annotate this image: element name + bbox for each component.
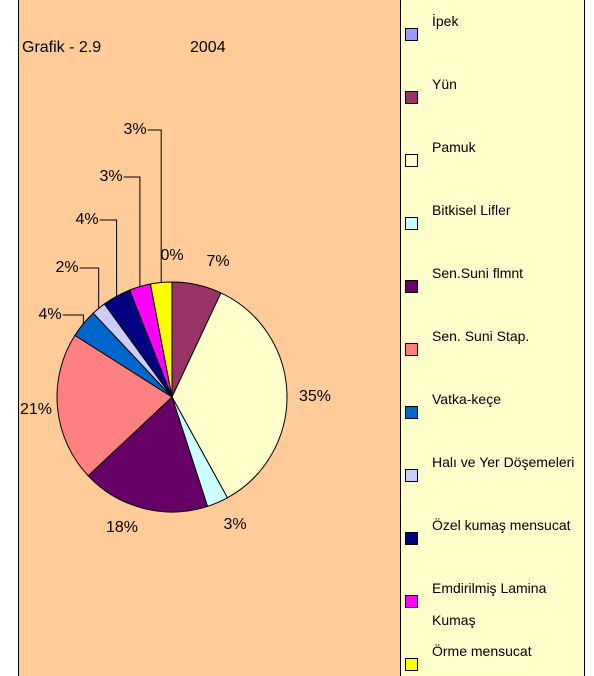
data-label: 4%: [38, 306, 61, 323]
data-label: 21%: [20, 401, 52, 418]
chart-title: Grafik - 2.9: [22, 39, 101, 56]
legend-label: Emdirilmiş Lamina Kumaş: [432, 580, 547, 628]
legend-label: Bitkisel Lifler: [432, 202, 511, 218]
legend-box: [400, 0, 585, 676]
data-label: 0%: [160, 247, 183, 264]
legend-label: Sen. Suni Stap.: [432, 328, 529, 344]
leader-line: [147, 129, 162, 283]
legend-label: İpek: [432, 12, 459, 29]
legend-marker: [405, 469, 418, 482]
legend-marker: [405, 406, 418, 419]
legend-marker: [405, 532, 418, 545]
data-label: 3%: [123, 121, 146, 138]
data-label: 4%: [75, 211, 98, 228]
data-label: 3%: [99, 168, 122, 185]
leader-line: [99, 219, 118, 297]
data-label: 7%: [206, 253, 229, 270]
pie-slice: [171, 292, 288, 499]
legend-marker: [405, 280, 418, 293]
legend-marker: [405, 217, 418, 230]
legend-label: Örme mensucat: [432, 642, 532, 659]
legend-marker: [405, 343, 418, 356]
legend-marker: [405, 28, 418, 41]
data-label: 35%: [299, 388, 331, 405]
data-label: 18%: [106, 519, 138, 536]
leader-line: [79, 267, 100, 309]
legend-marker: [405, 91, 418, 104]
legend-marker: [405, 595, 418, 608]
pie-slice: [56, 334, 173, 477]
legend-label: Pamuk: [432, 139, 477, 155]
data-label: 2%: [55, 259, 78, 276]
leader-line: [123, 176, 141, 287]
legend-label: Vatka-keçe: [432, 391, 501, 407]
chart-subtitle: 2004: [190, 39, 226, 56]
leader-line: [62, 314, 84, 324]
pie-slice: [87, 396, 209, 513]
legend-marker: [405, 658, 418, 671]
legend-marker: [405, 154, 418, 167]
legend-label: Özel kumaş mensucat: [432, 516, 571, 533]
data-label: 3%: [223, 516, 246, 533]
legend-label: Halı ve Yer Döşemeleri: [432, 454, 574, 470]
legend-label: Sen.Suni flmnt: [432, 265, 523, 281]
legend-label: Yün: [432, 76, 457, 92]
